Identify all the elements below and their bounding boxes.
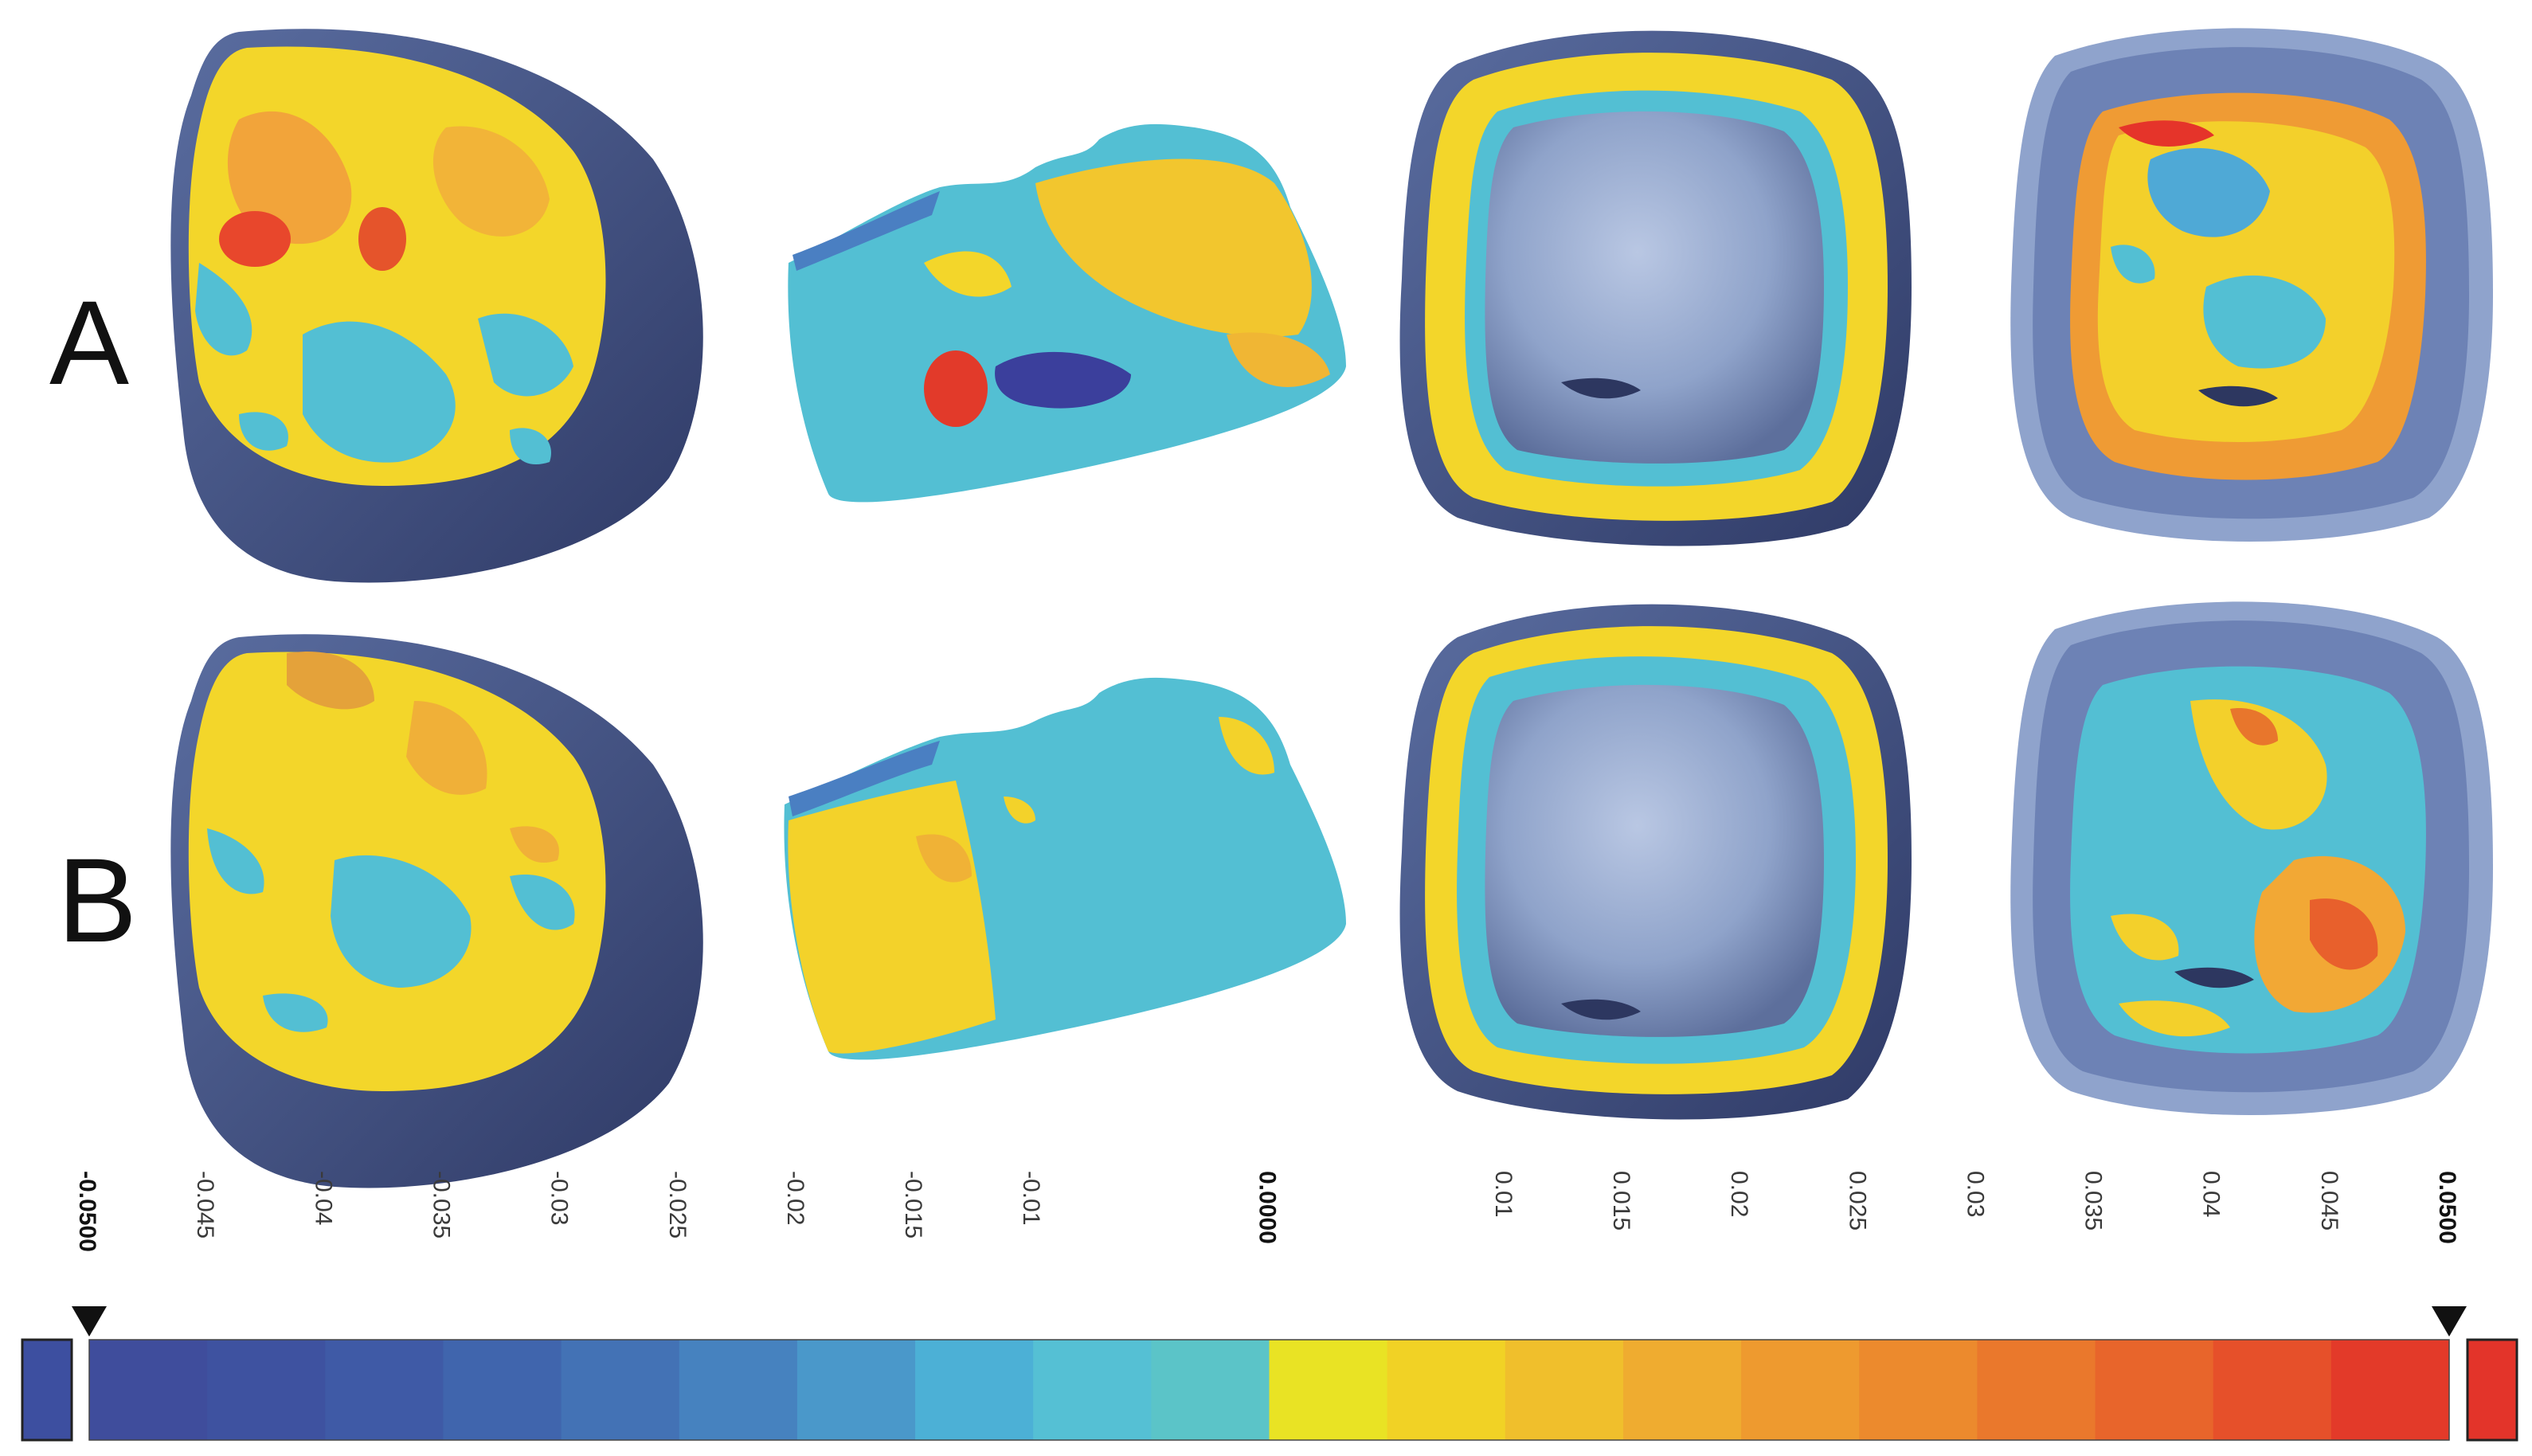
colorbar-tick-label: 0.0500 <box>2434 1171 2460 1244</box>
color-segment <box>89 1340 208 1440</box>
colorbar-tick-label: -0.0500 <box>74 1171 100 1252</box>
colorbar-tick-label: 0.025 <box>1844 1171 1870 1231</box>
crown-b-proximal <box>784 677 1346 1060</box>
max-marker-triangle <box>2432 1306 2467 1337</box>
min-marker-triangle <box>72 1306 107 1337</box>
color-segment <box>1622 1340 1742 1440</box>
color-segment <box>1859 1340 1978 1440</box>
color-scale-bar: -0.0500 -0.045 -0.04 -0.035 -0.03 -0.025 -0.02… <box>21 1171 2518 1442</box>
color-segment <box>1977 1340 2096 1440</box>
crown-a-occlusal <box>170 29 703 583</box>
colorbar-tick-label: -0.045 <box>192 1171 218 1239</box>
color-segment <box>2330 1340 2450 1440</box>
color-segment <box>1269 1340 1388 1440</box>
colorbar-tick-label: -0.04 <box>310 1171 336 1225</box>
crown-b-intaglio-margin <box>1399 604 1912 1120</box>
colorbar-tick-label: 0.015 <box>1608 1171 1634 1231</box>
color-segment <box>1505 1340 1624 1440</box>
colorbar-tick-label: -0.035 <box>428 1171 454 1239</box>
colorbar-tick-label: 0.035 <box>2080 1171 2107 1231</box>
crown-b-intaglio-internal <box>2010 601 2493 1115</box>
color-segment <box>1033 1340 1152 1440</box>
colorbar-tick-label: 0.045 <box>2316 1171 2342 1231</box>
colorbar-tick-label: -0.015 <box>900 1171 926 1239</box>
color-segment <box>443 1340 562 1440</box>
colorbar-tick-label: 0.02 <box>1726 1171 1752 1217</box>
crown-b-occlusal <box>170 634 703 1188</box>
colorbar-tick-label: -0.01 <box>1018 1171 1044 1225</box>
colorbar-tick-label: 0.04 <box>2198 1171 2225 1217</box>
color-segment <box>325 1340 444 1440</box>
color-segment <box>1387 1340 1506 1440</box>
color-segment <box>2095 1340 2214 1440</box>
row-label-a: A <box>49 276 130 409</box>
colorbar-tick-label: -0.03 <box>546 1171 573 1225</box>
row-label-b: B <box>57 833 138 967</box>
color-segment <box>1151 1340 1270 1440</box>
color-segment <box>2213 1340 2332 1440</box>
color-segment <box>796 1340 916 1440</box>
crown-a-intaglio-internal <box>2010 28 2493 542</box>
over-range-swatch <box>2466 1338 2518 1442</box>
colorbar-tick-label: -0.02 <box>782 1171 808 1225</box>
color-segment <box>679 1340 798 1440</box>
colorbar-tick-label: 0.01 <box>1490 1171 1516 1217</box>
colorbar-tick-label: -0.025 <box>664 1171 691 1239</box>
under-range-swatch <box>21 1338 73 1442</box>
crown-a-proximal <box>788 123 1346 503</box>
color-segment <box>561 1340 680 1440</box>
crown-a-intaglio-margin <box>1399 30 1912 546</box>
colorbar-tick-label: 0.03 <box>1962 1171 1988 1217</box>
colorbar-tick-label: 0.0000 <box>1254 1171 1281 1244</box>
color-segment <box>1741 1340 1860 1440</box>
color-segment <box>207 1340 326 1440</box>
color-segment <box>915 1340 1034 1440</box>
color-bar-outline <box>88 1339 2450 1441</box>
